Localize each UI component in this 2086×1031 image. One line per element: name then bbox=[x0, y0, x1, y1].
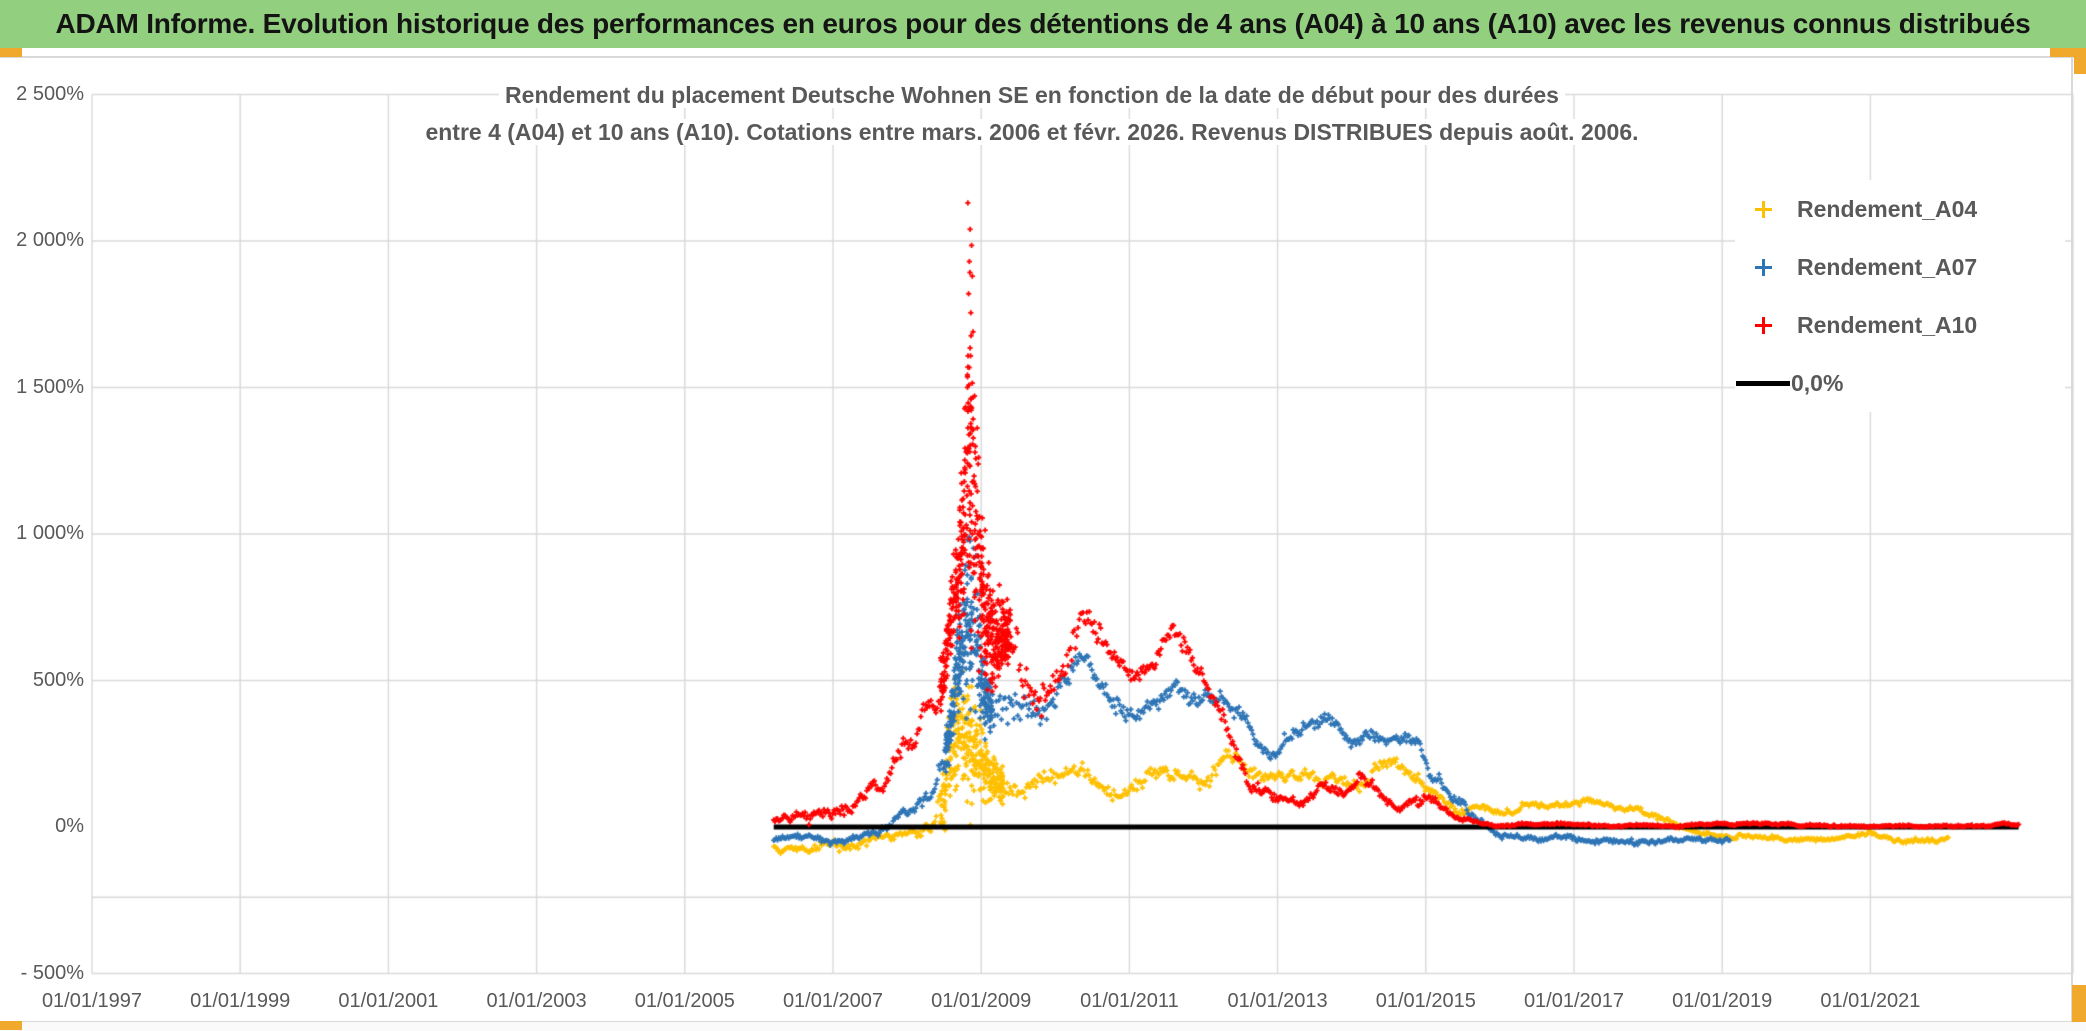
chart-title-line1: Rendement du placement Deutsche Wohnen S… bbox=[0, 82, 2064, 109]
y-axis-label: 500% bbox=[32, 668, 84, 691]
x-axis-label: 01/01/2007 bbox=[782, 990, 884, 1012]
x-axis-label: 01/01/2017 bbox=[1523, 990, 1625, 1012]
plus-marker-icon bbox=[1754, 200, 1772, 218]
y-axis-label: 1 500% bbox=[16, 375, 84, 398]
x-axis-label: 01/01/2003 bbox=[486, 990, 587, 1012]
legend-item-rendement-a10: Rendement_A10 bbox=[1735, 296, 2065, 354]
plus-marker-icon bbox=[1754, 258, 1772, 276]
x-axis-label: 01/01/2009 bbox=[931, 990, 1032, 1012]
legend-item-zero-line: 0,0% bbox=[1735, 354, 2065, 412]
x-axis-label: 01/01/2021 bbox=[1820, 990, 1921, 1012]
legend-item-rendement-a07: Rendement_A07 bbox=[1735, 238, 2065, 296]
x-axis-label: 01/01/2013 bbox=[1227, 990, 1328, 1012]
x-axis-label: 01/01/2011 bbox=[1080, 990, 1179, 1012]
y-axis-label: 1 000% bbox=[16, 522, 84, 544]
line-marker-icon bbox=[1736, 380, 1790, 386]
plus-marker-icon bbox=[1754, 316, 1772, 334]
y-axis-label: 0% bbox=[55, 815, 84, 837]
legend-item-rendement-a04: Rendement_A04 bbox=[1735, 180, 2065, 238]
legend-label: Rendement_A04 bbox=[1797, 195, 1978, 222]
chart-legend: Rendement_A04 Rendement_A07 Rendement_A1… bbox=[1735, 180, 2065, 412]
x-axis-label: 01/01/2001 bbox=[338, 990, 439, 1012]
y-axis-label: - 500% bbox=[20, 961, 84, 984]
legend-label: 0,0% bbox=[1791, 369, 1844, 396]
y-axis-label: 2 500% bbox=[16, 82, 84, 105]
x-axis-label: 01/01/1999 bbox=[190, 990, 291, 1012]
x-axis-label: 01/01/1997 bbox=[41, 990, 143, 1012]
x-axis-label: 01/01/2015 bbox=[1375, 990, 1476, 1012]
chart-title-line2: entre 4 (A04) et 10 ans (A10). Cotations… bbox=[0, 119, 2064, 146]
x-axis-label: 01/01/2005 bbox=[634, 990, 735, 1012]
legend-label: Rendement_A07 bbox=[1797, 253, 1978, 280]
y-axis-label: 2 000% bbox=[16, 229, 84, 251]
legend-label: Rendement_A10 bbox=[1797, 311, 1978, 338]
x-axis-label: 01/01/2019 bbox=[1672, 990, 1773, 1012]
